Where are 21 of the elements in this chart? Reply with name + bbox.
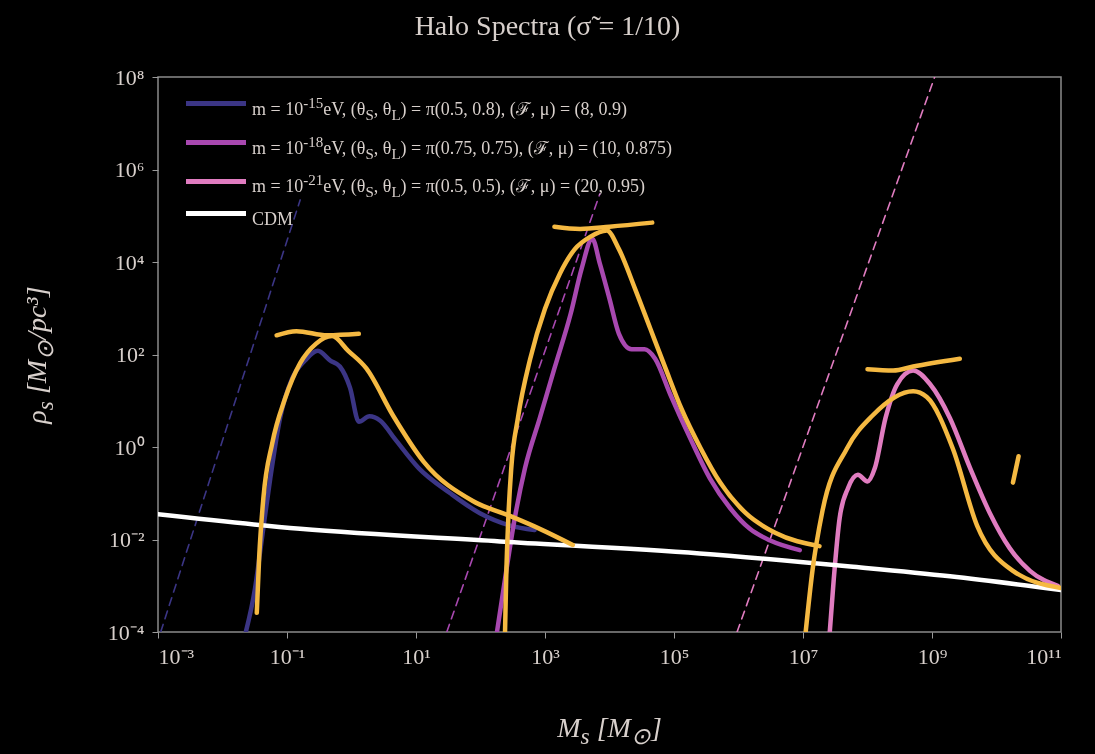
legend-label: m = 10$^{-15}$eV, (θ$_{S}$, θ$_{L}$) = π(0.5, 0.8), (ℱ, μ) = (8, 0.9)	[252, 95, 628, 123]
chart-title: Halo Spectra (σ̃ = 1/10)	[413, 10, 682, 42]
x-tick-label: 10¹	[402, 643, 431, 669]
y-tick-label: 10⁻²	[108, 527, 145, 552]
legend-label: m = 10$^{-21}$eV, (θ$_{S}$, θ$_{L}$) = π(0.5, 0.5), (ℱ, μ) = (20, 0.95)	[252, 172, 646, 200]
x-tick-label: 10¹¹	[1026, 643, 1062, 669]
x-tick-label: 10⁵	[659, 643, 690, 669]
x-axis-title: M$_{s}$ [M$_{⊙}$]	[556, 712, 663, 750]
y-tick-label: 10⁶	[114, 157, 145, 182]
y-tick-label: 10⁸	[114, 64, 145, 90]
x-tick-label: 10⁻¹	[269, 643, 306, 669]
y-tick-label: 10⁰	[114, 434, 145, 460]
x-tick-label: 10⁻³	[158, 643, 195, 669]
y-tick-label: 10²	[115, 342, 145, 367]
x-tick-label: 10⁹	[917, 643, 948, 669]
x-tick-label: 10⁷	[788, 643, 819, 669]
legend-label: m = 10$^{-18}$eV, (θ$_{S}$, θ$_{L}$) = π(0.75, 0.75), (ℱ, μ) = (10, 0.875)	[252, 133, 673, 162]
legend-label: CDM	[252, 208, 294, 229]
x-tick-label: 10³	[531, 643, 561, 669]
y-tick-label: 10⁻⁴	[107, 619, 145, 645]
y-tick-label: 10⁴	[114, 249, 145, 275]
